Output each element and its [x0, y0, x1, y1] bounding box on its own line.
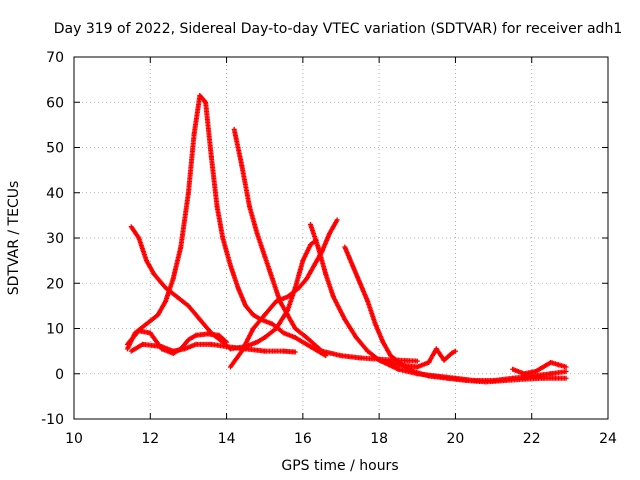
y-tick-label: 50 — [46, 141, 64, 157]
y-tick-label: -10 — [41, 412, 64, 428]
x-tick-label: 14 — [218, 431, 236, 447]
y-axis-label: SDTVAR / TECUs — [6, 181, 22, 296]
data-point — [563, 375, 569, 381]
x-tick-label: 16 — [294, 431, 312, 447]
data-point — [563, 368, 569, 374]
series-arc-6 — [227, 217, 340, 370]
axis-ticks — [73, 56, 609, 420]
data-point — [414, 358, 420, 364]
x-tick-label: 18 — [370, 431, 388, 447]
y-tick-label: 10 — [46, 322, 64, 338]
y-tick-label: 30 — [46, 231, 64, 247]
y-tick-label: 20 — [46, 276, 64, 292]
y-tick-labels: -10 0 10 20 30 40 50 60 70 — [41, 50, 64, 428]
x-tick-label: 20 — [447, 431, 465, 447]
series-arc-9 — [376, 346, 458, 370]
x-axis-label: GPS time / hours — [281, 458, 398, 474]
y-tick-label: 70 — [46, 50, 64, 66]
y-tick-label: 0 — [55, 367, 64, 383]
data-point — [452, 348, 458, 354]
y-tick-label: 40 — [46, 186, 64, 202]
x-tick-label: 22 — [523, 431, 541, 447]
data-point — [563, 364, 569, 370]
y-tick-label: 60 — [46, 95, 64, 111]
series-arc-4 — [128, 224, 319, 352]
data-point — [292, 349, 298, 355]
series-arc-2 — [128, 341, 298, 355]
x-tick-label: 24 — [599, 431, 617, 447]
grid-lines — [74, 57, 608, 419]
x-tick-label: 10 — [65, 431, 83, 447]
x-tick-labels: 10 12 14 16 18 20 22 24 — [65, 431, 617, 447]
series-arc-7 — [307, 221, 569, 384]
chart-title: Day 319 of 2022, Sidereal Day-to-day VTE… — [54, 21, 622, 37]
series-arc-10 — [510, 359, 569, 377]
x-tick-label: 12 — [141, 431, 159, 447]
data-points — [124, 92, 569, 385]
data-point — [334, 217, 340, 223]
